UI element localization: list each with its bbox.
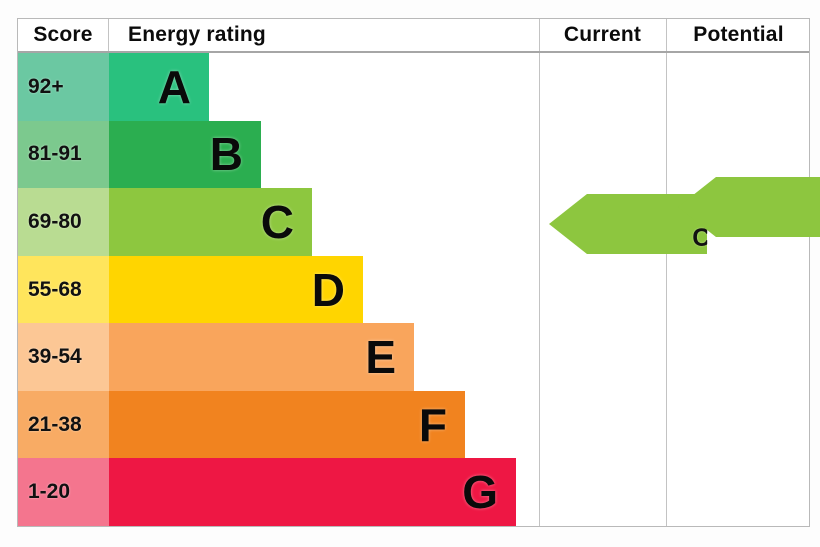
- energy-rating-column-header: Energy rating: [128, 23, 266, 46]
- band-letter-f: F: [418, 398, 447, 451]
- band-bar-f: F: [109, 390, 465, 459]
- score-range-a: 92+: [18, 53, 109, 121]
- score-range-e: 39-54: [18, 323, 109, 391]
- band-bar-g: G: [109, 458, 516, 527]
- band-rows: 92+ A 81-91 B 69-80 C 55-68 D 39-54 E 21…: [18, 53, 809, 527]
- score-range-d: 55-68: [18, 255, 109, 324]
- score-column-header: Score: [18, 19, 109, 51]
- band-bar-e: E: [109, 323, 414, 391]
- band-bar-d: D: [109, 255, 363, 324]
- score-range-c: 69-80: [18, 188, 109, 256]
- band-letter-b: B: [209, 128, 243, 181]
- score-range-b: 81-91: [18, 120, 109, 189]
- band-row-b: 81-91 B: [18, 120, 809, 189]
- potential-column-header: Potential: [693, 23, 784, 46]
- band-row-d: 55-68 D: [18, 255, 809, 324]
- band-letter-a: A: [157, 60, 191, 113]
- band-letter-d: D: [311, 263, 345, 316]
- epc-table: Score Energy rating Current Potential 92…: [17, 18, 820, 527]
- band-letter-g: G: [462, 466, 498, 519]
- band-row-c: 69-80 C: [18, 188, 809, 256]
- current-column-header: Current: [563, 23, 642, 46]
- current-column-divider: [539, 19, 540, 526]
- band-letter-e: E: [365, 331, 396, 384]
- band-row-a: 92+ A: [18, 53, 809, 121]
- score-range-f: 21-38: [18, 390, 109, 459]
- band-bar-b: B: [109, 120, 261, 189]
- band-row-g: 1-20 G: [18, 458, 809, 527]
- band-bar-a: A: [109, 53, 209, 121]
- band-row-f: 21-38 F: [18, 390, 809, 459]
- current-rating-arrow: 74 C: [549, 194, 708, 254]
- table-header: Score Energy rating Current Potential: [18, 19, 809, 53]
- band-row-e: 39-54 E: [18, 323, 809, 391]
- potential-column-divider: [666, 19, 667, 526]
- band-letter-c: C: [260, 195, 294, 248]
- band-bar-c: C: [109, 188, 312, 256]
- score-range-g: 1-20: [18, 458, 109, 527]
